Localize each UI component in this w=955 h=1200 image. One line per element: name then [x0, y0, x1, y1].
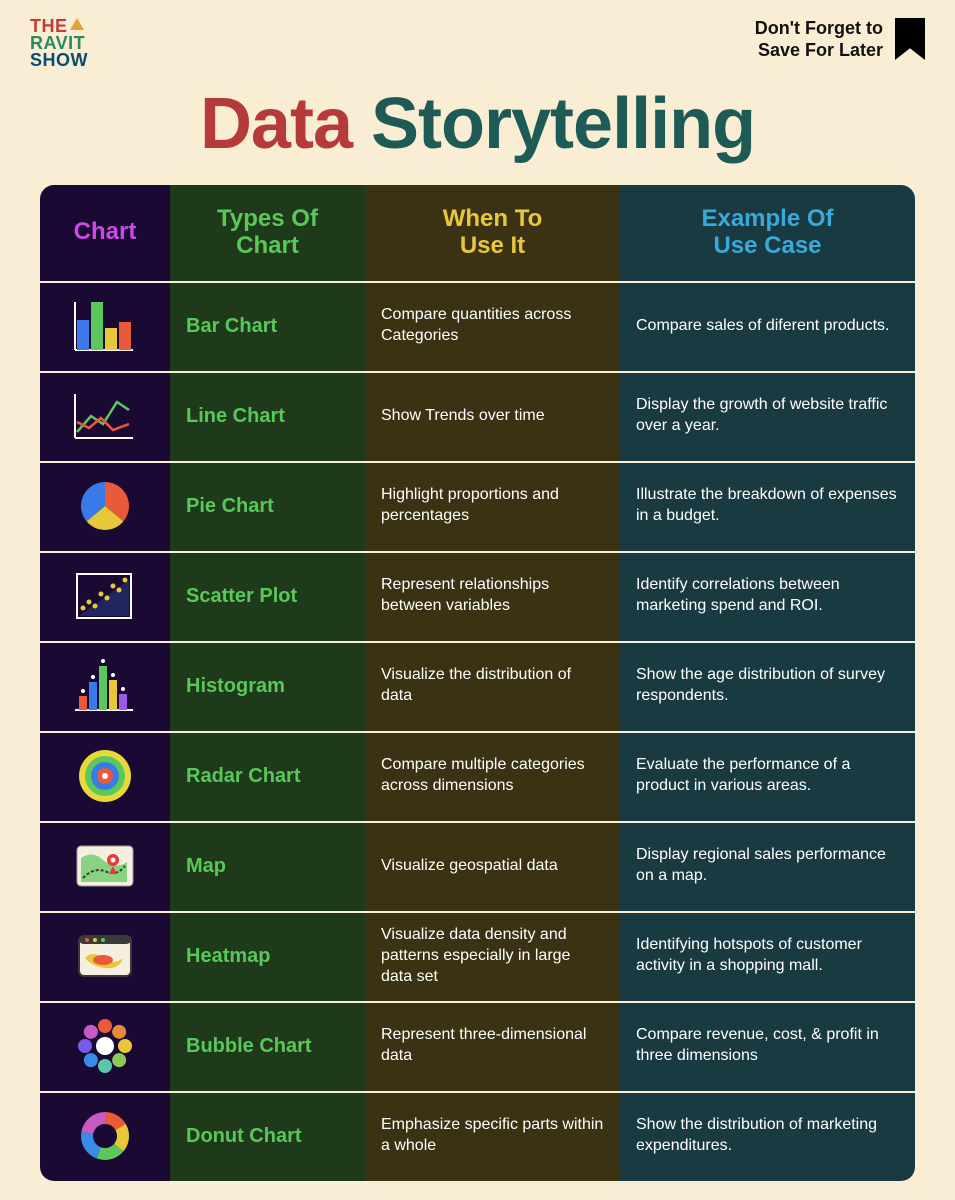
when-to-use: Visualize data density and patterns espe…: [365, 913, 620, 1001]
save-reminder: Don't Forget to Save For Later: [755, 18, 883, 61]
chart-type-label: Radar Chart: [170, 733, 365, 821]
chart-type-label: Bar Chart: [170, 283, 365, 371]
bubble-chart-icon: [70, 1016, 140, 1076]
chart-type-label: Heatmap: [170, 913, 365, 1001]
chart-icon-cell: [40, 913, 170, 1001]
when-to-use: Visualize geospatial data: [365, 823, 620, 911]
use-case-example: Display the growth of website traffic ov…: [620, 373, 915, 461]
pie-chart-icon: [70, 476, 140, 536]
heatmap-chart-icon: [70, 926, 140, 986]
title-word1: Data: [200, 84, 352, 164]
table-row: HistogramVisualize the distribution of d…: [40, 643, 915, 731]
map-chart-icon: [70, 836, 140, 896]
line-chart-icon: [70, 386, 140, 446]
chart-icon-cell: [40, 823, 170, 911]
when-to-use: Compare quantities across Categories: [365, 283, 620, 371]
use-case-example: Identify correlations between marketing …: [620, 553, 915, 641]
when-to-use: Compare multiple categories across dimen…: [365, 733, 620, 821]
when-to-use: Visualize the distribution of data: [365, 643, 620, 731]
bar-chart-icon: [70, 296, 140, 356]
chart-type-label: Map: [170, 823, 365, 911]
chart-type-label: Scatter Plot: [170, 553, 365, 641]
chart-icon-cell: [40, 1003, 170, 1091]
chart-icon-cell: [40, 283, 170, 371]
title-word2: Storytelling: [371, 84, 755, 164]
when-to-use: Emphasize specific parts within a whole: [365, 1093, 620, 1181]
chart-type-label: Pie Chart: [170, 463, 365, 551]
donut-chart-icon: [70, 1106, 140, 1166]
use-case-example: Compare revenue, cost, & profit in three…: [620, 1003, 915, 1091]
save-reminder-line2: Save For Later: [755, 40, 883, 62]
table-row: Radar ChartCompare multiple categories a…: [40, 733, 915, 821]
chart-icon-cell: [40, 1093, 170, 1181]
use-case-example: Display regional sales performance on a …: [620, 823, 915, 911]
scatter-chart-icon: [70, 566, 140, 626]
brand-triangle-icon: [70, 18, 84, 30]
save-reminder-line1: Don't Forget to: [755, 18, 883, 40]
table-row: MapVisualize geospatial dataDisplay regi…: [40, 823, 915, 911]
when-to-use: Represent three-dimensional data: [365, 1003, 620, 1091]
use-case-example: Show the age distribution of survey resp…: [620, 643, 915, 731]
table-header-1: Types OfChart: [170, 185, 365, 281]
chart-type-label: Line Chart: [170, 373, 365, 461]
table-header-2: When ToUse It: [365, 185, 620, 281]
table-row: Bar ChartCompare quantities across Categ…: [40, 283, 915, 371]
use-case-example: Identifying hotspots of customer activit…: [620, 913, 915, 1001]
table-row: Scatter PlotRepresent relationships betw…: [40, 553, 915, 641]
table-header-3: Example OfUse Case: [620, 185, 915, 281]
chart-type-label: Bubble Chart: [170, 1003, 365, 1091]
chart-icon-cell: [40, 643, 170, 731]
chart-icon-cell: [40, 553, 170, 641]
chart-type-label: Histogram: [170, 643, 365, 731]
when-to-use: Represent relationships between variable…: [365, 553, 620, 641]
use-case-example: Show the distribution of marketing expen…: [620, 1093, 915, 1181]
brand-line3: SHOW: [30, 52, 88, 69]
when-to-use: Highlight proportions and percentages: [365, 463, 620, 551]
use-case-example: Evaluate the performance of a product in…: [620, 733, 915, 821]
histogram-chart-icon: [70, 656, 140, 716]
table-row: Donut ChartEmphasize specific parts with…: [40, 1093, 915, 1181]
chart-type-label: Donut Chart: [170, 1093, 365, 1181]
radar-chart-icon: [70, 746, 140, 806]
chart-icon-cell: [40, 463, 170, 551]
page-title: Data Storytelling: [0, 83, 955, 165]
use-case-example: Compare sales of diferent products.: [620, 283, 915, 371]
table-row: Bubble ChartRepresent three-dimensional …: [40, 1003, 915, 1091]
table-header-0: Chart: [40, 185, 170, 281]
brand-logo: THE RAVIT SHOW: [30, 18, 88, 69]
when-to-use: Show Trends over time: [365, 373, 620, 461]
use-case-example: Illustrate the breakdown of expenses in …: [620, 463, 915, 551]
bookmark-icon[interactable]: [895, 18, 925, 60]
table-row: HeatmapVisualize data density and patter…: [40, 913, 915, 1001]
chart-icon-cell: [40, 373, 170, 461]
chart-table: ChartTypes OfChartWhen ToUse ItExample O…: [40, 185, 915, 1181]
table-row: Line ChartShow Trends over timeDisplay t…: [40, 373, 915, 461]
table-row: Pie ChartHighlight proportions and perce…: [40, 463, 915, 551]
chart-icon-cell: [40, 733, 170, 821]
